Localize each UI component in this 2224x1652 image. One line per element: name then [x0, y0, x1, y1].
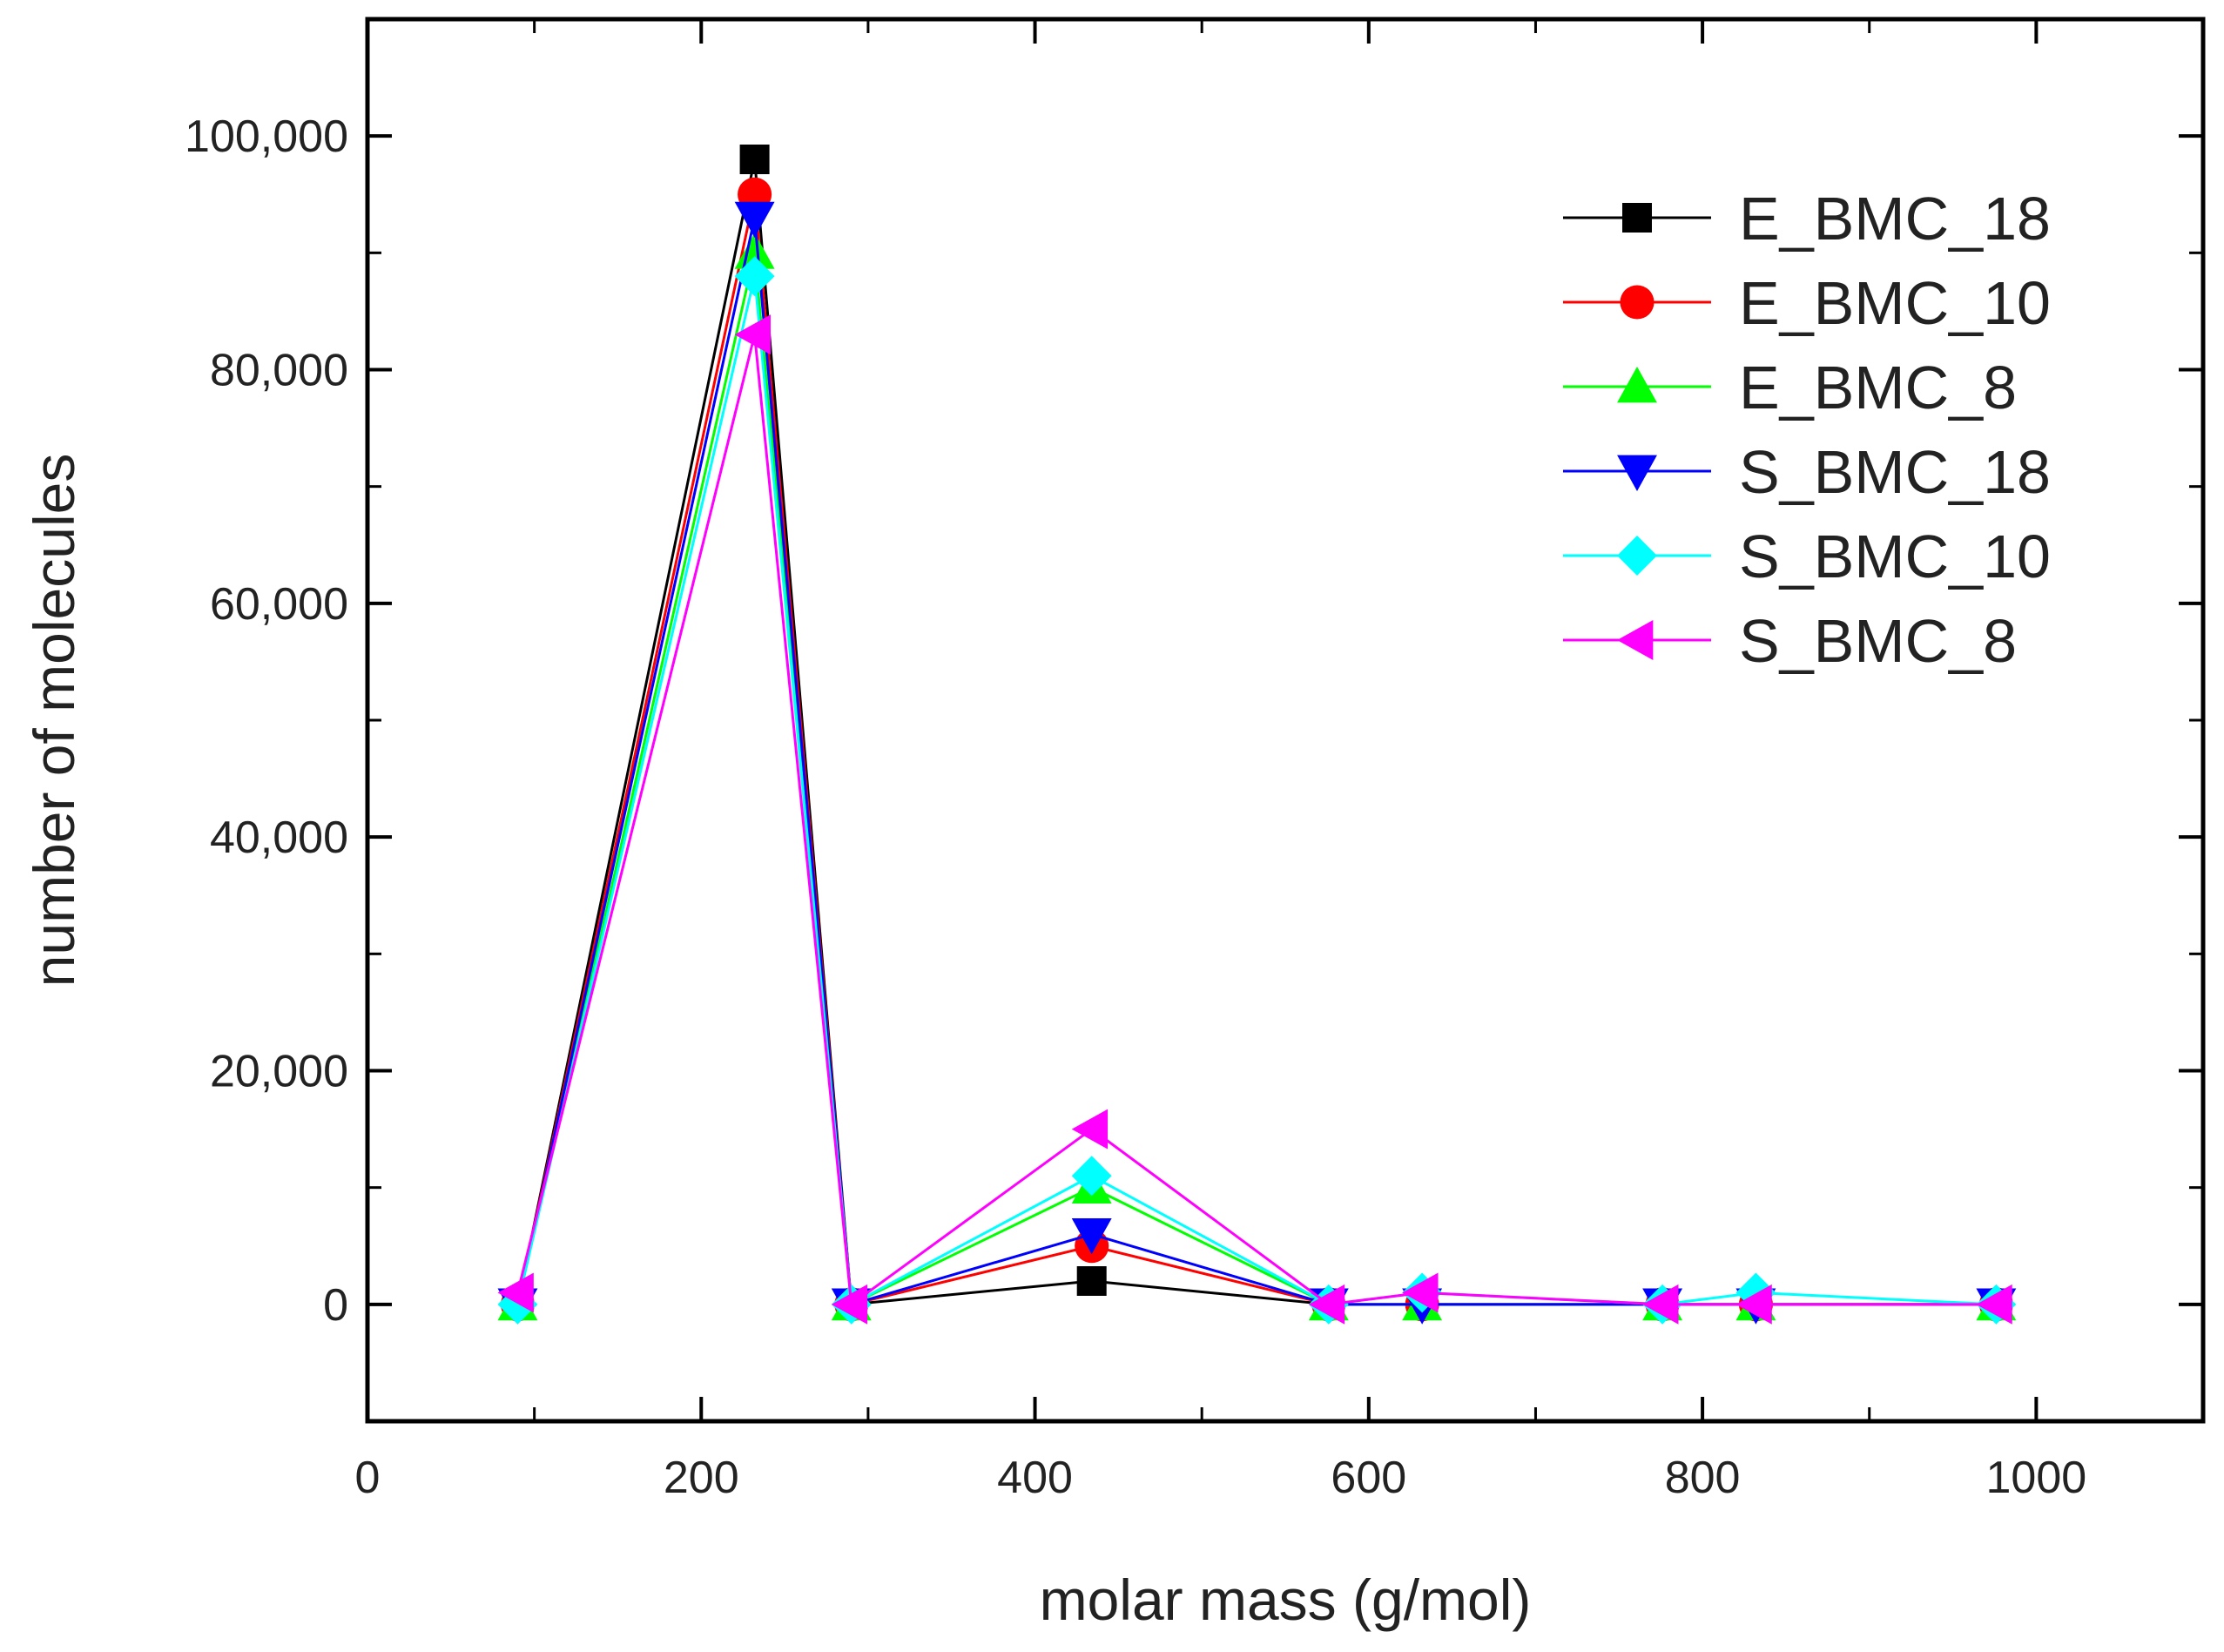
legend-marker: [1622, 203, 1652, 233]
x-axis: 0 200 400 600 800 1000: [355, 19, 2087, 1503]
series-E_BMC_10: [500, 177, 2013, 1322]
series-S_BMC_8: [497, 314, 2012, 1325]
data-point: [1735, 1284, 1772, 1325]
legend-marker: [1617, 620, 1654, 660]
legend-marker: [1617, 455, 1657, 491]
legend-item: S_BMC_18: [1563, 438, 2051, 506]
legend-item: E_BMC_18: [1563, 185, 2051, 253]
legend-marker: [1617, 536, 1657, 576]
series-layer: [497, 145, 2017, 1325]
y-axis-title: number of molecules: [22, 454, 86, 988]
x-tick-label: 400: [997, 1453, 1073, 1503]
data-point: [497, 1284, 538, 1325]
data-point: [1735, 1272, 1776, 1313]
data-point: [1308, 1284, 1345, 1325]
data-point: [1071, 1217, 1112, 1255]
data-point: [497, 1272, 534, 1313]
x-tick-label: 1000: [1986, 1453, 2087, 1503]
legend-label: S_BMC_8: [1739, 607, 2017, 675]
data-point: [734, 201, 775, 239]
data-point: [734, 314, 771, 355]
legend-item: S_BMC_8: [1563, 607, 2017, 675]
x-tick-label: 0: [355, 1453, 381, 1503]
legend-item: E_BMC_10: [1563, 269, 2051, 337]
y-tick-label: 60,000: [210, 579, 348, 630]
x-tick-label: 600: [1331, 1453, 1406, 1503]
data-point: [1071, 1156, 1112, 1197]
y-tick-label: 80,000: [210, 346, 348, 396]
y-tick-label: 0: [323, 1280, 348, 1331]
data-point: [734, 256, 775, 297]
legend-marker: [1620, 285, 1655, 320]
y-tick-label: 20,000: [210, 1047, 348, 1097]
data-point: [1071, 1109, 1109, 1150]
data-point: [1976, 1284, 2012, 1325]
y-axis: 0 20,000 40,000 60,000 80,000 100,000: [185, 17, 2203, 1423]
legend-label: E_BMC_10: [1739, 269, 2051, 337]
legend-marker: [1617, 367, 1657, 403]
data-point: [1642, 1284, 1679, 1325]
x-tick-label: 800: [1665, 1453, 1741, 1503]
y-tick-label: 100,000: [185, 111, 348, 162]
legend-item: E_BMC_8: [1563, 354, 2017, 421]
data-point: [739, 145, 770, 174]
data-point: [1076, 1266, 1107, 1296]
legend-label: S_BMC_10: [1739, 523, 2051, 590]
legend: E_BMC_18 E_BMC_10 E_BMC_8 S_BMC_18 S_BMC_10 S…: [1563, 185, 2051, 675]
y-tick-label: 40,000: [210, 813, 348, 863]
data-point: [1402, 1272, 1439, 1313]
legend-item: S_BMC_10: [1563, 523, 2051, 590]
legend-label: S_BMC_18: [1739, 438, 2051, 506]
x-axis-title: molar mass (g/mol): [1040, 1568, 1532, 1632]
x-tick-label: 200: [664, 1453, 739, 1503]
data-point: [831, 1284, 868, 1325]
legend-label: E_BMC_18: [1739, 185, 2051, 253]
legend-label: E_BMC_8: [1739, 354, 2017, 421]
series-line: [516, 275, 1997, 1307]
